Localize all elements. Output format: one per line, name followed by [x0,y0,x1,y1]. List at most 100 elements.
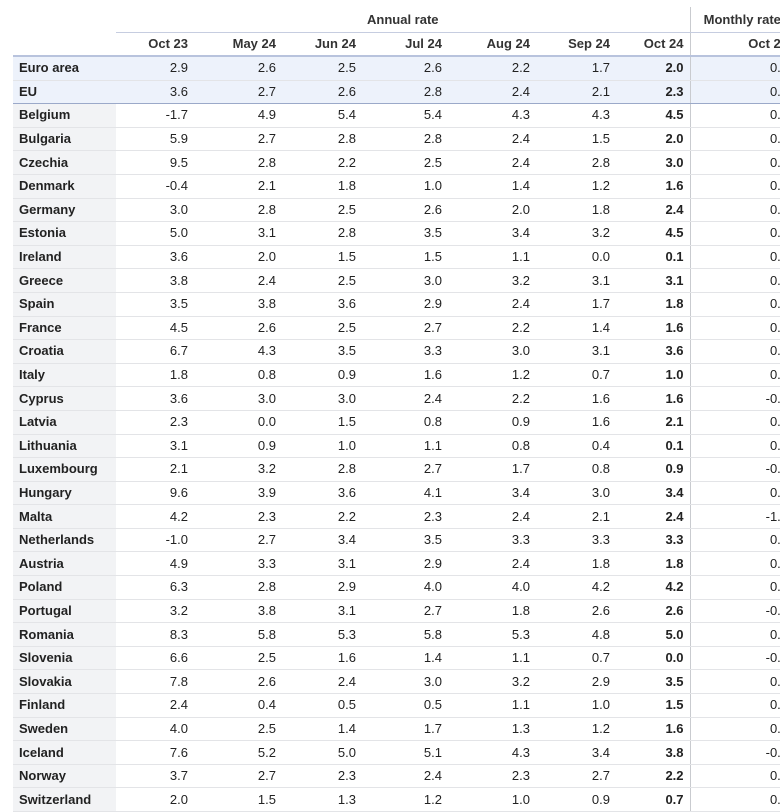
annual-rate-cell: 1.7 [448,457,536,482]
annual-rate-cell: 2.9 [116,56,194,81]
annual-rate-cell: 4.1 [362,481,448,506]
annual-rate-cell: 2.6 [194,669,282,695]
annual-rate-cell: 7.6 [116,740,194,765]
annual-rate-cell: 3.4 [616,481,691,506]
country-name: Hungary [13,481,116,506]
annual-rate-cell: 2.4 [616,198,691,223]
monthly-rate-cell: 0.6 [689,127,780,152]
monthly-rate-cell: -0.3 [689,646,780,671]
annual-rate-cell: 1.3 [448,717,536,742]
country-name: Belgium [13,103,116,128]
country-name: Switzerland [13,787,116,812]
annual-rate-cell: 2.3 [282,764,362,789]
monthly-rate-cell: 0.1 [689,268,780,293]
column-header-row: Oct 23 May 24 Jun 24 Jul 24 Aug 24 Sep 2… [13,32,780,57]
annual-rate-cell: 1.8 [616,551,691,577]
annual-rate-cell: 5.4 [362,103,448,128]
monthly-rate-cell: -0.1 [689,740,780,765]
annual-rate-cell: 2.7 [362,316,448,341]
column-header: Sep 24 [536,32,616,57]
annual-rate-cell: 3.4 [448,221,536,246]
annual-rate-cell: 2.8 [282,221,362,246]
annual-rate-cell: 9.5 [116,150,194,175]
annual-rate-cell: 2.0 [194,245,282,270]
column-header: Aug 24 [448,32,536,57]
country-name: Ireland [13,245,116,270]
annual-rate-cell: 6.3 [116,575,194,600]
annual-rate-cell: 2.6 [536,599,616,624]
annual-rate-cell: 0.5 [362,693,448,718]
annual-rate-cell: 1.4 [282,717,362,742]
country-name: Norway [13,764,116,789]
annual-rate-cell: 2.3 [116,410,194,435]
annual-rate-cell: 4.9 [194,103,282,128]
annual-rate-cell: 3.6 [616,339,691,364]
country-name: Malta [13,504,116,529]
annual-rate-cell: 1.5 [282,245,362,270]
country-name: Poland [13,575,116,600]
annual-rate-cell: 4.3 [448,103,536,128]
column-header: Jun 24 [282,32,362,57]
annual-rate-cell: 0.1 [616,245,691,270]
annual-rate-cell: 5.0 [116,221,194,246]
annual-rate-cell: 3.1 [616,268,691,293]
annual-rate-cell: 4.2 [536,575,616,600]
annual-rate-cell: 1.2 [536,717,616,742]
annual-rate-cell: 2.4 [448,127,536,152]
annual-rate-cell: 3.1 [116,434,194,459]
annual-rate-cell: 3.6 [116,80,194,105]
monthly-rate-cell: 0.8 [689,693,780,718]
monthly-rate-cell: -0.4 [689,599,780,624]
annual-rate-cell: 2.2 [448,56,536,81]
annual-rate-cell: 1.0 [362,174,448,199]
annual-rate-cell: 3.4 [448,481,536,506]
annual-rate-cell: 2.8 [362,80,448,105]
monthly-rate-cell: 0.8 [689,221,780,246]
monthly-rate-cell: 0.4 [689,198,780,223]
annual-rate-cell: 2.7 [194,528,282,553]
annual-rate-cell: 3.1 [536,268,616,293]
annual-rate-cell: 0.8 [362,410,448,435]
annual-rate-cell: 1.0 [616,363,691,388]
annual-rate-cell: 0.5 [282,693,362,718]
annual-rate-cell: 2.3 [616,80,691,105]
annual-rate-cell: 2.2 [448,386,536,411]
country-name: Finland [13,693,116,718]
annual-rate-cell: 3.2 [448,268,536,293]
annual-rate-cell: 3.1 [194,221,282,246]
country-name: Italy [13,363,116,388]
monthly-rate-cell: 0.3 [689,363,780,388]
annual-rate-cell: 3.1 [282,599,362,624]
annual-rate-cell: 0.1 [616,434,691,459]
annual-rate-cell: 0.9 [194,434,282,459]
annual-rate-cell: 5.3 [448,622,536,647]
annual-rate-cell: 2.8 [536,150,616,175]
table-row: Belgium-1.74.95.45.44.34.34.50.5 [13,103,780,128]
annual-rate-cell: 1.2 [448,363,536,388]
country-name: France [13,316,116,341]
annual-rate-cell: 1.2 [362,787,448,812]
annual-rate-cell: 1.4 [536,316,616,341]
annual-rate-cell: 3.5 [362,221,448,246]
annual-rate-cell: 2.5 [362,150,448,175]
annual-rate-cell: 1.0 [536,693,616,718]
annual-rate-cell: 1.6 [282,646,362,671]
annual-rate-cell: 3.3 [194,551,282,577]
annual-rate-cell: 2.1 [616,410,691,435]
country-name: Denmark [13,174,116,199]
column-group-row: Annual rate Monthly rate [13,7,780,33]
annual-rate-cell: 3.2 [116,599,194,624]
monthly-rate-cell: 0.1 [689,410,780,435]
annual-rate-cell: 3.3 [448,528,536,553]
annual-rate-cell: 1.8 [448,599,536,624]
annual-rate-cell: 5.0 [282,740,362,765]
